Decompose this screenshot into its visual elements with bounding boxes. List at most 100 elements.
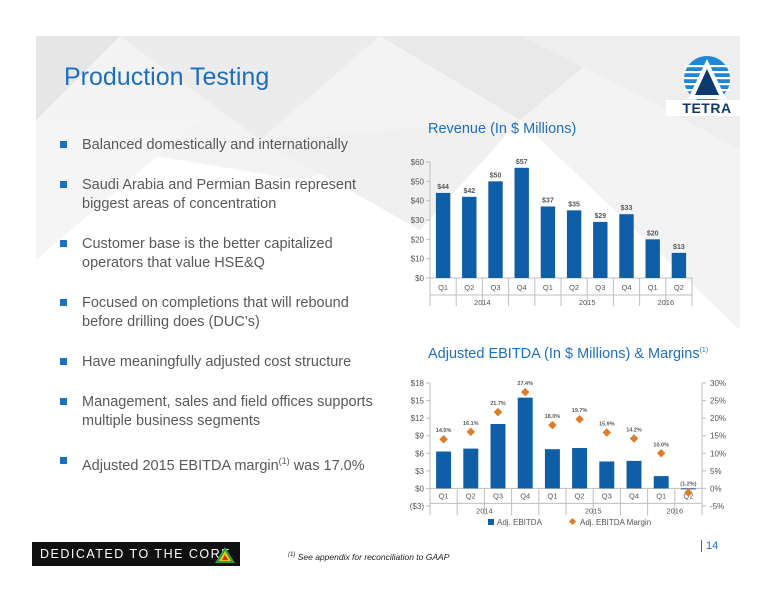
logo-text: TETRA: [682, 100, 731, 116]
margin-value-label: 14.0%: [436, 428, 452, 434]
y-tick-label: $10: [411, 255, 425, 264]
margin-value-label: 10.0%: [653, 442, 669, 448]
margin-value-label: 18.0%: [545, 414, 561, 420]
page-number-divider: [701, 540, 702, 552]
y-right-tick-label: 10%: [710, 449, 726, 458]
slide-title: Production Testing: [64, 63, 270, 91]
y-tick-label: $60: [411, 158, 425, 167]
bullet-text: Focused on completions that will rebound…: [82, 295, 349, 330]
margin-marker: [520, 387, 530, 397]
bar-value-label: $20: [647, 230, 659, 237]
y-left-tick-label: $9: [415, 432, 424, 441]
legend-bar-label: Adj. EBITDA: [497, 518, 543, 527]
ebitda-bar: [653, 476, 669, 489]
bullet-list: Balanced domestically and internationall…: [60, 136, 390, 497]
bar-value-label: $35: [568, 201, 580, 208]
bar-value-label: $29: [594, 213, 606, 220]
x-tick-label: Q4: [520, 491, 530, 500]
bullet-item: Management, sales and field offices supp…: [60, 393, 390, 431]
margin-value-label: 21.7%: [490, 401, 506, 407]
x-year-label: 2014: [476, 506, 493, 515]
margin-marker: [656, 449, 666, 458]
y-right-tick-label: -5%: [710, 502, 724, 511]
bar-value-label: $33: [621, 205, 633, 212]
tetra-logo: TETRA: [664, 53, 750, 123]
y-left-tick-label: $3: [415, 467, 424, 476]
ebitda-title-footnote: (1): [699, 347, 709, 355]
y-tick-label: $50: [411, 177, 425, 186]
ebitda-chart: ($3) $0 $3 $6 $9 $12 $15 $18 -5% 0% 5% 10% 15% 20% 25%…: [410, 379, 726, 527]
revenue-bar: [593, 221, 608, 278]
bullet-text-after: was 17.0%: [289, 457, 365, 474]
y-right-tick-label: 15%: [710, 432, 726, 441]
revenue-bar: [462, 196, 477, 278]
bullet-text: Saudi Arabia and Permian Basin represent…: [82, 177, 357, 212]
margin-marker: [684, 488, 693, 497]
y-left-tick-label: $12: [411, 414, 425, 423]
page-number: 14: [706, 540, 719, 552]
y-tick-label: $40: [411, 197, 425, 206]
tetra-logo-icon: TETRA: [666, 56, 748, 116]
triangle-logo-icon: [215, 547, 235, 563]
revenue-bar: [671, 252, 687, 278]
ebitda-chart-title: Adjusted EBITDA (In $ Millions) & Margin…: [428, 346, 708, 362]
revenue-chart-title: Revenue (In $ Millions): [428, 121, 577, 137]
x-tick-label: Q4: [629, 491, 639, 500]
margin-marker: [439, 434, 448, 444]
y-left-tick-label: ($3): [410, 502, 425, 511]
bullet-marker: [60, 358, 67, 365]
x-tick-label: Q1: [648, 283, 658, 292]
bullet-text: Customer base is the better capitalized …: [82, 236, 333, 271]
margin-marker: [548, 420, 557, 430]
x-tick-label: Q2: [575, 491, 585, 500]
bar-value-label: $44: [437, 184, 449, 191]
x-tick-label: Q1: [439, 491, 449, 500]
x-year-label: 2014: [474, 298, 491, 307]
margin-value-label: 15.9%: [599, 422, 615, 428]
ebitda-title-text: Adjusted EBITDA (In $ Millions) & Margin…: [428, 346, 700, 362]
footnote: (1) See appendix for reconciliation to G…: [288, 552, 449, 562]
ebitda-bar: [599, 461, 615, 489]
x-tick-label: Q1: [543, 283, 553, 292]
y-right-tick-label: 20%: [710, 414, 726, 423]
margin-marker: [575, 414, 584, 424]
y-right-tick-label: 25%: [710, 397, 726, 406]
y-left-tick-label: $18: [411, 379, 425, 388]
y-right-tick-label: 30%: [710, 379, 726, 388]
x-year-label: 2015: [579, 298, 596, 307]
x-year-label: 2016: [657, 298, 674, 307]
bullet-text: Management, sales and field offices supp…: [82, 394, 373, 429]
margin-value-label: 19.7%: [572, 408, 588, 414]
margin-marker: [602, 428, 612, 437]
margin-marker: [493, 407, 503, 417]
revenue-bar: [435, 192, 451, 278]
ebitda-bar: [626, 460, 642, 489]
bullet-item: Focused on completions that will rebound…: [60, 294, 390, 332]
margin-value-label: 16.1%: [463, 421, 479, 427]
margin-value-label: 14.2%: [626, 428, 642, 434]
ebitda-bar: [436, 451, 452, 489]
revenue-bar: [488, 181, 503, 278]
y-right-tick-label: 5%: [710, 467, 722, 476]
bar-value-label: $13: [673, 244, 685, 251]
bullet-marker: [60, 141, 67, 148]
x-year-label: 2016: [666, 506, 683, 515]
x-tick-label: Q4: [621, 283, 631, 292]
margin-marker: [629, 434, 639, 443]
x-tick-label: Q1: [438, 283, 448, 292]
bullet-marker: [60, 299, 67, 306]
revenue-bar: [566, 210, 582, 278]
bullet-item: Saudi Arabia and Permian Basin represent…: [60, 176, 390, 214]
ebitda-bar: [572, 448, 588, 489]
x-tick-label: Q1: [547, 491, 557, 500]
x-tick-label: Q3: [493, 491, 503, 500]
x-tick-label: Q2: [464, 283, 474, 292]
bullet-marker: [60, 240, 67, 247]
revenue-bar: [514, 167, 529, 278]
margin-value-label: (1.2%): [680, 482, 696, 488]
bullet-marker: [60, 181, 67, 188]
bullet-text: Balanced domestically and internationall…: [82, 137, 348, 153]
bar-value-label: $42: [463, 188, 475, 195]
